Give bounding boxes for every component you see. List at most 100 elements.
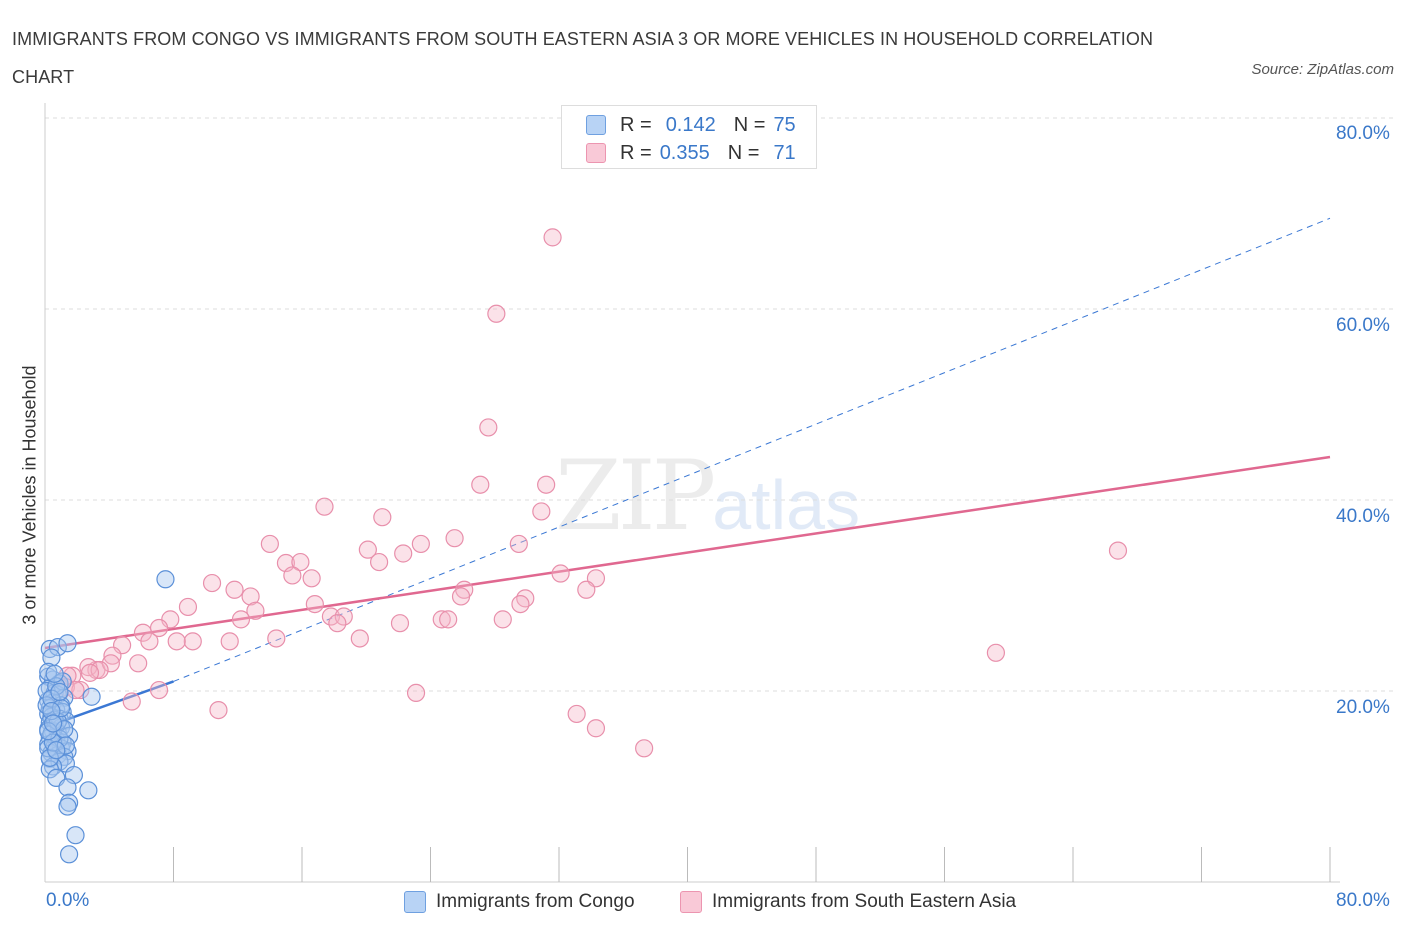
point-sea-46 (140, 632, 159, 651)
point-sea-32 (321, 607, 341, 626)
legend-row-sea: R = 0.355 N = 71 (586, 140, 796, 166)
point-sea-31 (246, 601, 265, 620)
point-sea-28 (511, 594, 530, 614)
point-sea-13 (394, 544, 413, 563)
point-sea-54 (129, 654, 148, 673)
point-sea-22 (225, 580, 244, 599)
series-label-sea: Immigrants from South Eastern Asia (712, 891, 1017, 912)
point-sea-70 (986, 643, 1006, 662)
point-sea-8 (445, 529, 464, 548)
point-sea-47 (183, 632, 202, 651)
point-sea-0 (543, 228, 562, 247)
point-sea-44 (350, 629, 369, 648)
point-sea-18 (283, 566, 302, 585)
point-sea-68 (586, 719, 606, 738)
trend-line-sea (44, 455, 1331, 650)
point-sea-56 (80, 663, 100, 682)
point-congo-54 (39, 662, 58, 682)
source-label: Source: ZipAtlas.com (1251, 61, 1394, 78)
point-sea-19 (202, 573, 222, 593)
point-sea-35 (432, 610, 451, 629)
point-sea-10 (260, 534, 279, 554)
y-tick-label-20: 20.0% (1336, 697, 1390, 718)
point-sea-39 (493, 610, 512, 629)
point-sea-48 (167, 632, 186, 651)
point-sea-20 (551, 564, 570, 583)
point-sea-36 (231, 610, 251, 629)
point-sea-43 (220, 632, 239, 651)
point-sea-53 (101, 654, 120, 673)
point-sea-45 (267, 629, 286, 648)
legend-r-label: R = (620, 141, 652, 164)
point-sea-15 (291, 552, 310, 572)
legend-r-value: 0.355 (659, 141, 710, 164)
point-sea-33 (334, 607, 353, 626)
trend-lines (44, 217, 1331, 729)
point-congo-2 (58, 634, 77, 653)
point-sea-37 (328, 614, 347, 633)
point-sea-1 (487, 304, 506, 323)
point-congo-47 (79, 781, 98, 800)
point-sea-38 (390, 614, 410, 633)
point-congo-67 (45, 664, 64, 683)
point-sea-66 (209, 700, 228, 720)
point-congo-64 (40, 748, 59, 767)
point-sea-29 (178, 597, 198, 617)
series-legend-sea: Immigrants from South Eastern Asia (680, 888, 1016, 916)
legend-n-label: N = (733, 113, 766, 136)
point-sea-27 (516, 589, 535, 608)
correlation-legend: R = 0.142 N = 75 R = 0.355 N = 71 (561, 105, 817, 169)
point-congo-68 (55, 720, 74, 739)
axes (44, 103, 1340, 883)
point-sea-40 (439, 610, 458, 629)
y-tick-label-60: 60.0% (1336, 315, 1390, 336)
point-sea-6 (532, 502, 551, 521)
point-sea-9 (411, 534, 430, 554)
point-sea-3 (471, 475, 490, 494)
point-sea-11 (509, 534, 528, 554)
y-axis-label: 3 or more Vehicles in Household (19, 365, 40, 625)
point-sea-5 (315, 497, 334, 516)
point-sea-2 (479, 418, 498, 437)
point-congo-71 (50, 682, 69, 702)
series-swatch-blue (404, 891, 426, 913)
series-legend-congo: Immigrants from Congo (404, 888, 635, 916)
point-congo-74 (47, 741, 66, 760)
legend-r-value: 0.142 (665, 113, 716, 136)
point-congo-1 (48, 637, 67, 657)
point-congo-73 (43, 714, 63, 733)
point-sea-63 (406, 683, 426, 703)
point-sea-30 (305, 594, 324, 614)
point-sea-67 (567, 704, 586, 724)
x-min-label: 0.0% (46, 890, 90, 911)
point-sea-4 (537, 475, 556, 494)
legend-n-value: 75 (773, 113, 796, 136)
point-sea-24 (577, 580, 596, 599)
y-tick-label-40: 40.0% (1336, 506, 1390, 527)
point-sea-12 (358, 540, 377, 559)
point-sea-17 (370, 552, 389, 572)
point-sea-16 (302, 569, 321, 588)
point-congo-46 (58, 778, 77, 797)
x-max-label: 80.0% (1336, 890, 1390, 911)
point-congo-72 (56, 736, 75, 755)
point-congo-50 (66, 826, 85, 845)
data-points (37, 228, 1128, 864)
point-sea-62 (149, 680, 169, 700)
point-sea-65 (122, 692, 141, 711)
series-swatch-pink (680, 891, 702, 913)
point-congo-51 (59, 845, 79, 864)
point-congo-49 (58, 797, 77, 816)
point-sea-7 (373, 508, 392, 527)
legend-swatch-blue (586, 115, 606, 135)
point-sea-69 (635, 739, 654, 758)
point-sea-26 (241, 587, 260, 606)
legend-r-label: R = (620, 113, 652, 136)
legend-swatch-pink (586, 143, 606, 163)
point-sea-25 (451, 587, 471, 606)
legend-n-label: N = (727, 141, 760, 164)
chart-title: IMMIGRANTS FROM CONGO VS IMMIGRANTS FROM… (12, 29, 1154, 87)
series-label-congo: Immigrants from Congo (436, 891, 635, 912)
point-sea-60 (71, 680, 90, 700)
grid-lines (45, 117, 1395, 692)
